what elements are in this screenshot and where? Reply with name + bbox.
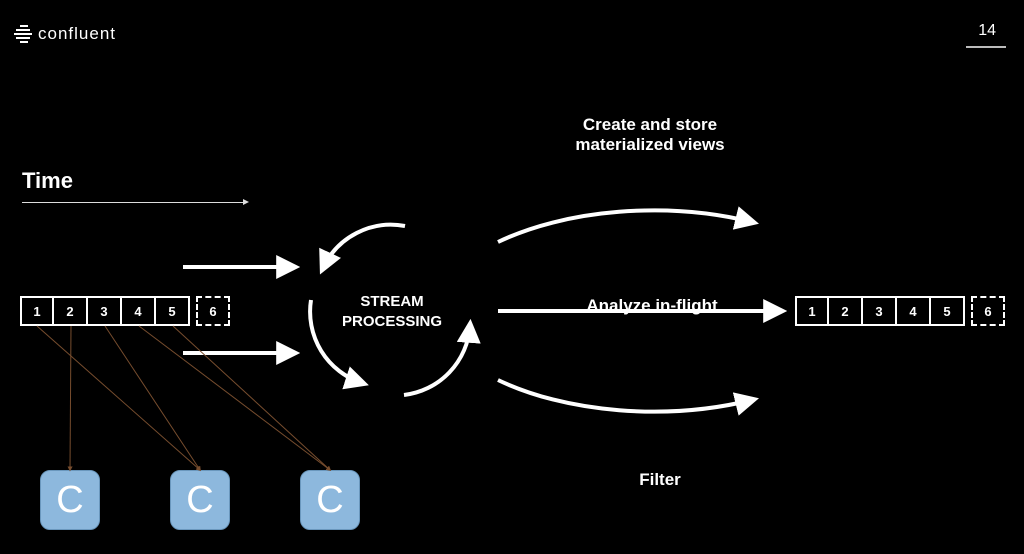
right-cell-row: 123456: [795, 296, 1005, 326]
center-line1: STREAM: [302, 292, 482, 312]
cell: 4: [122, 296, 156, 326]
label-analyze: Analyze in-flight: [552, 296, 752, 316]
stream-processing-label: STREAM PROCESSING: [302, 292, 482, 331]
label-filter: Filter: [600, 470, 720, 490]
page-number-underline: [966, 46, 1006, 48]
cell: 1: [20, 296, 54, 326]
left-cell-row: 123456: [20, 296, 230, 326]
cell: 3: [863, 296, 897, 326]
consumer-box: C: [40, 470, 100, 530]
cell: 4: [897, 296, 931, 326]
cell: 3: [88, 296, 122, 326]
cell: 1: [795, 296, 829, 326]
diagram-arrows: [0, 0, 1024, 554]
time-axis: [22, 202, 247, 203]
cell-extra: 6: [971, 296, 1005, 326]
page-number: 14: [978, 22, 996, 40]
slide-root: confluent 14 Time 123456 123456 STREAM P…: [0, 0, 1024, 554]
center-line2: PROCESSING: [302, 312, 482, 332]
consumer-box: C: [170, 470, 230, 530]
brand-logo-icon: [14, 24, 34, 44]
cell: 2: [829, 296, 863, 326]
time-label: Time: [22, 168, 73, 194]
label-materialized-views: Create and store materialized views: [540, 115, 760, 155]
stream-processing-cycle: STREAM PROCESSING: [302, 222, 482, 402]
brand-name: confluent: [38, 24, 116, 44]
brand-logo: confluent: [14, 24, 116, 44]
consumer-box: C: [300, 470, 360, 530]
cell: 2: [54, 296, 88, 326]
cell: 5: [931, 296, 965, 326]
cell-extra: 6: [196, 296, 230, 326]
cell: 5: [156, 296, 190, 326]
